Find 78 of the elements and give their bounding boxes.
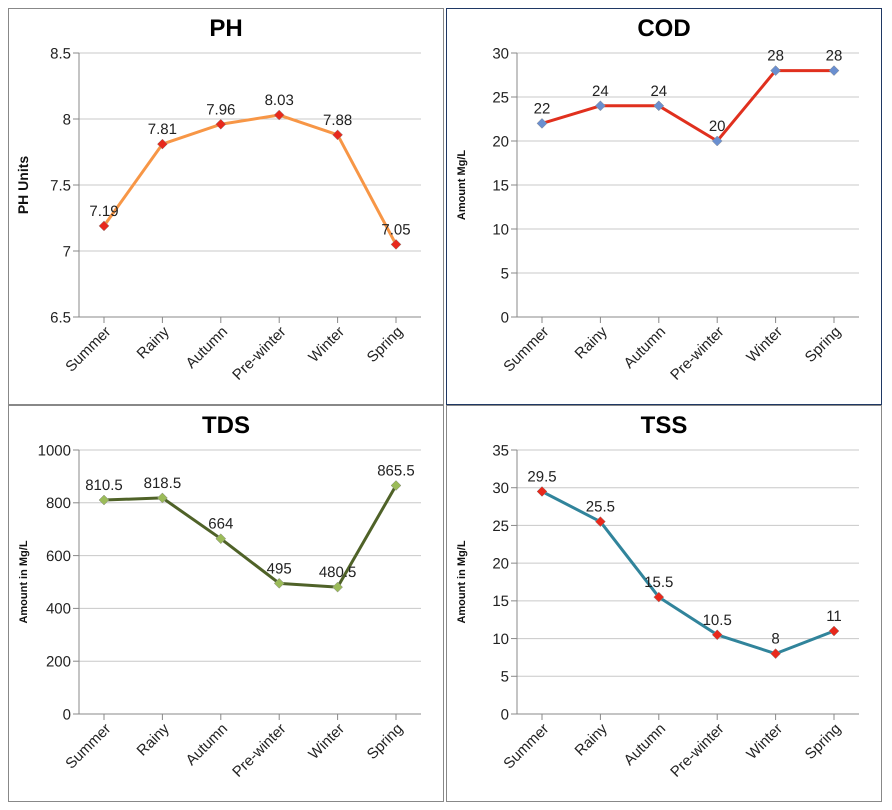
data-label: 8 <box>771 630 780 648</box>
point <box>654 592 664 602</box>
data-label: 28 <box>826 48 842 65</box>
y-tick-label: 25 <box>492 89 509 106</box>
y-tick-label: 8 <box>62 111 71 128</box>
y-axis-title: Amount in Mg/L <box>18 540 30 624</box>
point <box>157 492 168 504</box>
data-label: 25.5 <box>586 498 615 516</box>
point <box>390 239 402 250</box>
y-tick-label: 200 <box>46 654 71 671</box>
y-tick-label: 30 <box>492 45 509 62</box>
y-tick-label: 600 <box>46 548 71 565</box>
data-label: 818.5 <box>144 474 182 492</box>
point <box>770 65 781 76</box>
y-tick-label: 15 <box>492 593 509 610</box>
y-tick-label: 10 <box>492 630 509 648</box>
y-tick-label: 20 <box>492 555 509 572</box>
y-axis-title: Amount in Mg/L <box>456 540 468 624</box>
point <box>274 110 284 120</box>
data-label: 7.81 <box>148 121 177 138</box>
point <box>654 100 664 112</box>
data-label: 28 <box>767 48 784 65</box>
point <box>98 494 110 506</box>
y-tick-label: 5 <box>500 265 509 282</box>
y-tick-label: 0 <box>500 309 509 326</box>
data-label: 29.5 <box>527 468 557 486</box>
point <box>595 100 606 112</box>
point <box>332 130 343 140</box>
y-tick-label: 0 <box>500 706 509 724</box>
y-tick-label: 30 <box>492 480 509 498</box>
point <box>828 65 840 76</box>
y-tick-label: 15 <box>492 177 509 194</box>
y-tick-label: 1000 <box>38 442 71 460</box>
data-label: 24 <box>650 82 668 100</box>
chart-title: PH <box>208 15 244 43</box>
point <box>98 220 110 232</box>
data-label: 22 <box>534 100 550 118</box>
data-label: 7.96 <box>206 101 236 118</box>
y-tick-label: 800 <box>46 495 71 512</box>
data-label: 865.5 <box>377 462 415 480</box>
data-label: 810.5 <box>85 477 123 494</box>
point <box>332 582 343 592</box>
data-label: 24 <box>592 82 609 100</box>
y-tick-label: 400 <box>46 600 71 618</box>
point <box>216 533 226 544</box>
data-label: 20 <box>708 118 726 135</box>
y-axis-title: Amount Mg/L <box>456 150 468 220</box>
point <box>157 138 168 150</box>
data-label: 495 <box>266 560 292 578</box>
point <box>390 480 402 491</box>
y-tick-label: 20 <box>492 133 509 150</box>
chart-title: TSS <box>640 412 688 440</box>
y-tick-label: 7.5 <box>50 177 71 194</box>
y-tick-label: 0 <box>62 706 71 724</box>
y-tick-label: 6.5 <box>50 309 71 326</box>
y-tick-label: 10 <box>492 221 509 238</box>
data-label: 7.88 <box>323 112 352 129</box>
point <box>274 578 284 589</box>
y-tick-label: 25 <box>492 518 509 535</box>
point <box>595 516 606 527</box>
point <box>712 630 722 640</box>
point <box>770 648 781 659</box>
y-tick-label: 35 <box>492 442 509 460</box>
data-label: 664 <box>208 516 234 533</box>
y-tick-label: 5 <box>500 668 509 686</box>
data-label: 11 <box>826 608 842 626</box>
chart-title: COD <box>636 15 692 43</box>
y-tick-label: 8.5 <box>50 45 71 62</box>
point <box>828 626 840 636</box>
point <box>536 486 548 497</box>
point <box>536 118 548 129</box>
y-axis-title: PH Units <box>14 156 31 214</box>
data-label: 10.5 <box>702 612 732 629</box>
point <box>712 136 722 146</box>
data-label: 8.03 <box>264 92 294 110</box>
chart-title: TDS <box>201 412 251 440</box>
y-tick-label: 7 <box>62 243 71 260</box>
point <box>216 119 226 130</box>
